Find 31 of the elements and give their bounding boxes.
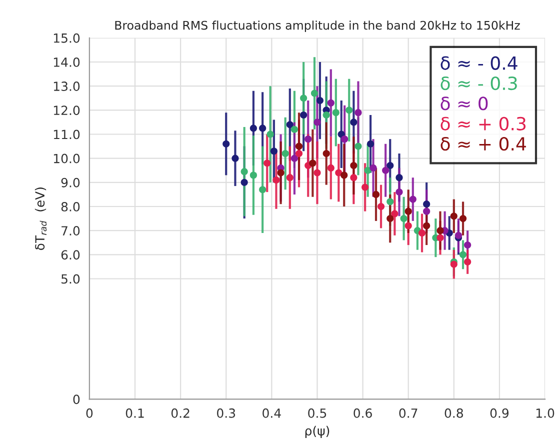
y-tick-label: 5.0 [62, 274, 80, 284]
x-tick-label: 0.6 [354, 408, 372, 418]
y-tick-label: 6.0 [61, 250, 80, 260]
y-tick-label: 7.0 [62, 226, 80, 236]
y-tick-label: 12.0 [54, 106, 80, 116]
y-tick-label: 8.0 [61, 202, 80, 212]
text: δ ≈ 0 [440, 96, 488, 110]
chart-title: Broadband RMS fluctuations amplitude in the band 20kHz to 150kHz [115, 20, 520, 32]
x-tick-label: 1.0 [536, 408, 554, 418]
x-tick-label: 0.1 [126, 408, 144, 418]
x-tick-label: 0.9 [490, 408, 509, 418]
y-tick-label: 10.0 [54, 154, 80, 164]
x-tick-label: 0 [86, 408, 93, 418]
x-tick-label: 0.3 [217, 408, 236, 418]
x-tick-label: 0.8 [444, 408, 463, 418]
y-tick-label: 0 [73, 394, 80, 404]
x-tick-label: 0.7 [399, 408, 418, 418]
y-tick-label: 9.0 [61, 178, 80, 188]
text: δ ≈ + 0.3 [440, 116, 526, 130]
x-tick-label: 0.5 [308, 408, 326, 418]
y-tick-label: 14.0 [54, 57, 80, 67]
text: δ ≈ - 0.3 [440, 76, 517, 90]
y-tick-label: 11.0 [54, 130, 80, 140]
text: δ ≈ + 0.4 [440, 137, 526, 151]
y-axis-title: δT$_{rad}$ (eV) [34, 188, 47, 250]
text: δ ≈ - 0.4 [440, 56, 518, 70]
y-tick-label: 13.0 [54, 82, 80, 92]
x-tick-label: 0.4 [262, 408, 281, 418]
x-axis-title: ρ(ψ) [305, 426, 330, 438]
y-tick-label: 15.0 [54, 33, 80, 43]
x-tick-label: 0.2 [171, 408, 190, 418]
